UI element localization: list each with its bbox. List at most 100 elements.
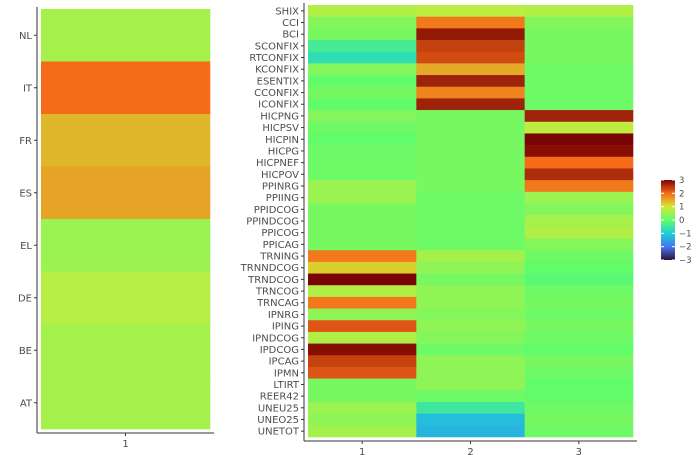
heatmap2-y-tick-label: CCONFIX	[254, 88, 299, 99]
heatmap2-cell-IPING-1	[308, 320, 417, 333]
heatmap2-cell-IPNDCOG-2	[416, 331, 525, 344]
colorbar-label: −3	[679, 256, 692, 266]
heatmap2-cell-IPNRG-3	[524, 308, 634, 321]
heatmap2-cell-PPINDCOG-1	[308, 215, 417, 228]
colorbar	[661, 180, 675, 260]
heatmap2-cell-HICPIN-1	[308, 133, 417, 146]
heatmap1-cell-NL-1	[41, 9, 211, 62]
heatmap2-y-tick-label: IPNDCOG	[252, 333, 299, 344]
heatmap2-y-tick-label: ICONFIX	[258, 100, 299, 111]
heatmap2-cell-SCONFIX-3	[524, 40, 634, 53]
heatmap2-cell-TRNDCOG-2	[416, 273, 525, 286]
heatmap2-cell-UNEU25-2	[416, 401, 525, 414]
heatmap1-cell-BE-1	[41, 324, 211, 377]
heatmap2-y-tick-label: UNETOT	[258, 427, 300, 438]
heatmap2-cell-HICPIN-2	[416, 133, 525, 146]
heatmap2-y-tick-label: BCI	[282, 30, 299, 41]
heatmap2-y-tick-label: HICPOV	[261, 170, 299, 181]
heatmap2-cell-PPICAG-1	[308, 238, 417, 251]
heatmap2-y-tick-label: HICPIN	[265, 135, 299, 146]
heatmap2-cell-BCI-3	[524, 28, 634, 41]
heatmap1-cell-EL-1	[41, 219, 211, 272]
heatmap2-cell-TRNING-1	[308, 250, 417, 263]
heatmap2-cell-UNETOT-3	[524, 425, 634, 438]
heatmap2-cell-TRNNDCOG-1	[308, 261, 417, 274]
heatmap2-y-tick-label: REER42	[260, 392, 299, 403]
heatmap2-cell-SHIX-3	[524, 5, 634, 17]
heatmap2-y-tick-label: HICPNG	[260, 111, 299, 122]
heatmap2-cell-TRNDCOG-1	[308, 273, 417, 286]
heatmap2-y-tick-label: TRNDCOG	[247, 275, 299, 286]
heatmap1-y-tick-label: IT	[23, 83, 33, 94]
heatmap2-cell-ESENTIX-2	[416, 75, 525, 88]
heatmap2-cell-IPDCOG-1	[308, 343, 417, 356]
heatmap2-cell-HICPSV-2	[416, 121, 525, 134]
heatmap2-cell-IPMN-2	[416, 366, 525, 379]
heatmap2-cell-TRNCAG-3	[524, 296, 634, 309]
heatmap2-cell-PPINRG-3	[524, 180, 634, 193]
heatmap2-cell-HICPNG-3	[524, 110, 634, 123]
heatmap2-cell-TRNING-3	[524, 250, 634, 263]
heatmap2-cell-TRNCOG-2	[416, 285, 525, 298]
heatmap2-cell-TRNCAG-1	[308, 296, 417, 309]
heatmap2-y-tick-label: IPNRG	[268, 310, 299, 321]
heatmap2-y-tick-label: IPING	[272, 322, 299, 333]
heatmap2-y-tick-label: PPICAG	[263, 240, 299, 251]
heatmap2-cell-IPING-2	[416, 320, 525, 333]
heatmap2-cell-IPCAG-1	[308, 355, 417, 368]
heatmap2-cell-PPIING-2	[416, 191, 525, 204]
heatmap2-y-tick-label: UNEU25	[258, 403, 299, 414]
heatmap2-cell-TRNDCOG-3	[524, 273, 634, 286]
heatmap2-cell-HICPNEF-3	[524, 156, 634, 169]
heatmap2-cell-UNETOT-1	[308, 425, 417, 438]
heatmap2-cell-UNEU25-1	[308, 401, 417, 414]
heatmap2-cell-CCI-2	[416, 16, 525, 29]
heatmap2-y-tick-label: RTCONFIX	[249, 53, 299, 64]
heatmap2-y-tick-label: TRNING	[259, 252, 299, 263]
heatmap2-cell-RTCONFIX-3	[524, 51, 634, 64]
heatmap2-cell-PPICAG-3	[524, 238, 634, 251]
heatmap2-y-tick-label: PPINRG	[262, 181, 299, 192]
heatmap2-y-tick-label: KCONFIX	[255, 65, 299, 76]
heatmap2-y-tick-label: HICPNEF	[256, 158, 299, 169]
heatmap1-y-tick-label: AT	[20, 398, 33, 409]
heatmap2-cell-TRNCAG-2	[416, 296, 525, 309]
heatmap2-cell-KCONFIX-3	[524, 63, 634, 76]
heatmap2-cell-HICPOV-3	[524, 168, 634, 181]
heatmap2-cell-IPNDCOG-3	[524, 331, 634, 344]
heatmap1-cell-AT-1	[41, 376, 211, 430]
heatmap2-y-tick-label: PPICOG	[261, 228, 299, 239]
heatmap2-cell-PPICOG-3	[524, 226, 634, 239]
heatmap2-cell-UNEO25-1	[308, 413, 417, 426]
heatmap2-cell-HICPG-3	[524, 145, 634, 158]
heatmap2-y-tick-label: LTIRT	[273, 380, 299, 391]
heatmap2-cell-IPDCOG-3	[524, 343, 634, 356]
colorbar-label: −2	[679, 243, 692, 253]
heatmap2-cell-PPINDCOG-2	[416, 215, 525, 228]
heatmap2-cell-IPMN-1	[308, 366, 417, 379]
heatmap2-cell-IPNDCOG-1	[308, 331, 417, 344]
heatmap2-cell-REER42-1	[308, 390, 417, 403]
heatmap2-cell-REER42-2	[416, 390, 525, 403]
heatmap2-y-tick-label: TRNCOG	[255, 287, 299, 298]
heatmap2-y-tick-label: PPIING	[266, 193, 299, 204]
heatmap2-cell-UNETOT-2	[416, 425, 525, 438]
heatmap1-x-tick-label: 1	[122, 439, 128, 450]
heatmap2-cell-PPIDCOG-2	[416, 203, 525, 216]
heatmap2-cell-HICPG-1	[308, 145, 417, 158]
heatmap1-y-tick-label: BE	[19, 346, 32, 357]
heatmap2-cell-TRNCOG-3	[524, 285, 634, 298]
heatmap1-cell-DE-1	[41, 271, 211, 325]
heatmap2-cell-PPIING-1	[308, 191, 417, 204]
heatmap1-y-tick-label: EL	[20, 241, 32, 252]
colorbar-label: 2	[679, 189, 684, 199]
heatmap2-cell-IPNRG-2	[416, 308, 525, 321]
heatmap2-cell-IPMN-3	[524, 366, 634, 379]
heatmap2-cell-SHIX-2	[416, 5, 525, 17]
heatmap2-cell-RTCONFIX-2	[416, 51, 525, 64]
heatmap2-cell-IPCAG-3	[524, 355, 634, 368]
heatmap2-y-tick-label: CCI	[282, 18, 299, 29]
colorbar-label: 1	[679, 203, 684, 213]
heatmap2-cell-IPING-3	[524, 320, 634, 333]
